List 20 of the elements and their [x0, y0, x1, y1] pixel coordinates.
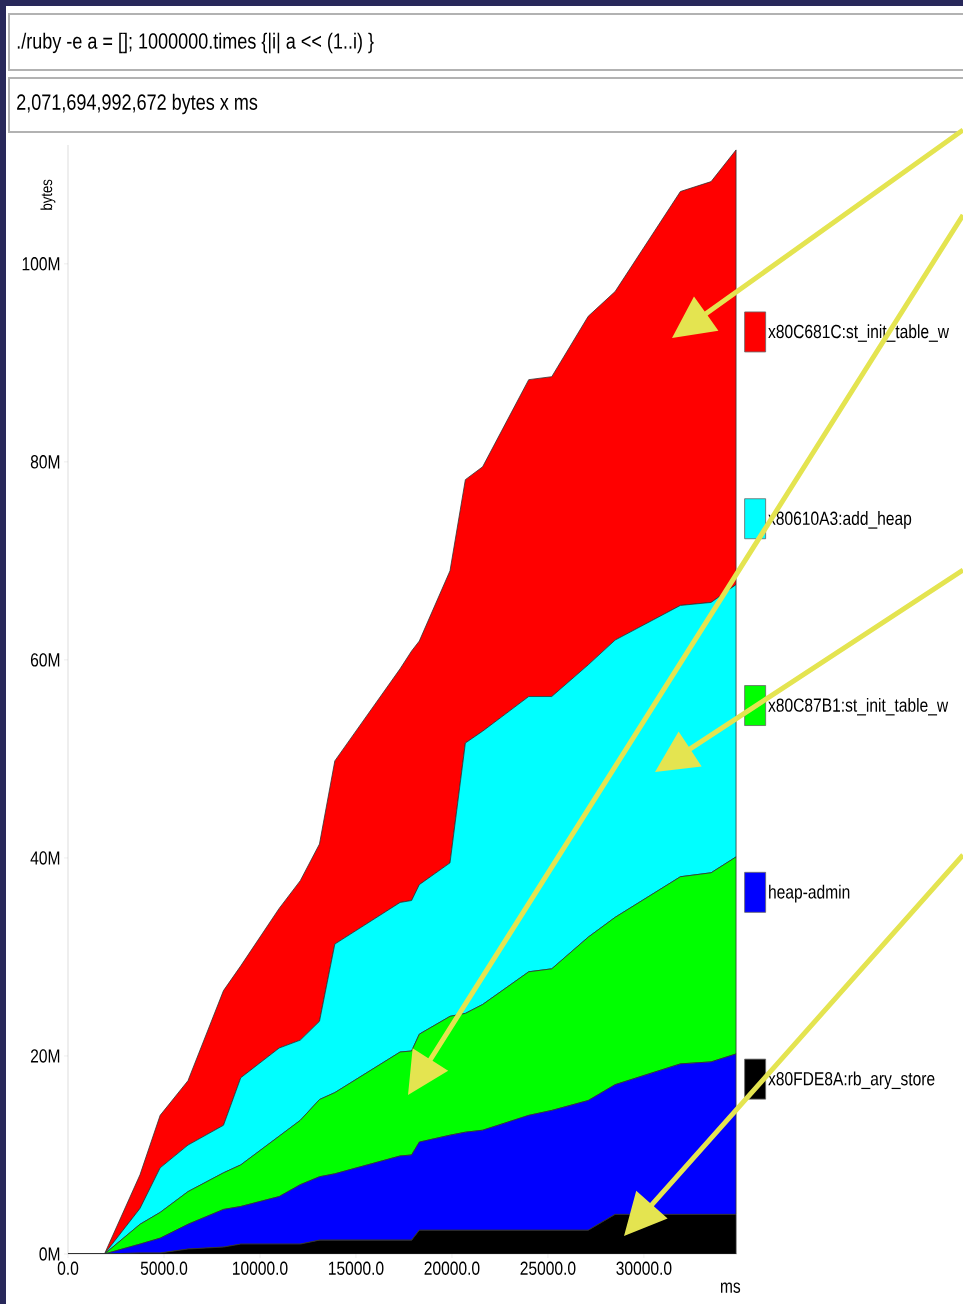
y-tick-label: 60M [30, 653, 60, 667]
y-tick-label: 40M [30, 851, 60, 865]
chart-title: ./ruby -e a = []; 1000000.times {|i| a << (1..i) } [17, 32, 374, 54]
legend-label: heap-admin [769, 884, 850, 903]
y-tick-label: 20M [30, 1049, 60, 1063]
legend-label: x80FDE8A:rb_ary_store [768, 1071, 935, 1090]
y-axis-title: bytes [40, 179, 56, 210]
x-tick-label: 20000.0 [424, 1261, 480, 1275]
x-tick-label: 25000.0 [520, 1261, 576, 1275]
chart-subtitle: 2,071,694,992,672 bytes x ms [17, 93, 258, 115]
x-tick-label: 5000.0 [140, 1261, 188, 1275]
x-tick-label: 0.0 [57, 1261, 79, 1275]
legend-label: x80C87B1:st_init_table_w [768, 697, 949, 716]
x-tick-label: 10000.0 [233, 1261, 288, 1275]
y-tick-label: 80M [30, 455, 60, 469]
y-tick-label: 0M [39, 1247, 60, 1261]
x-tick-label: 15000.0 [328, 1261, 384, 1275]
x-axis-title: ms [720, 1282, 741, 1293]
x-tick-label: 30000.0 [616, 1261, 672, 1275]
y-tick-label: 100M [22, 257, 60, 271]
